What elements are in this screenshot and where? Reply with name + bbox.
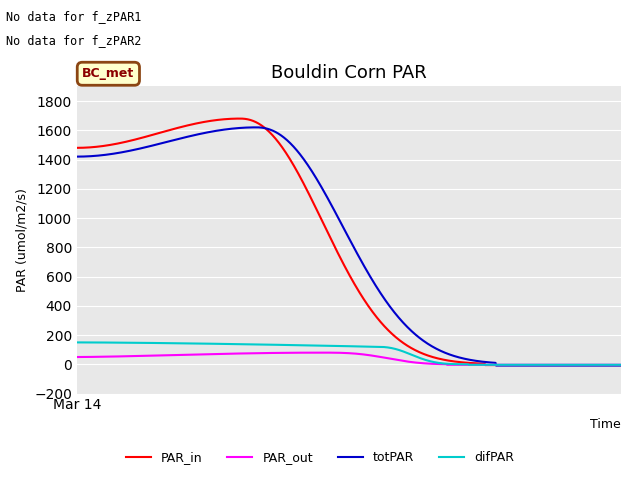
Legend: PAR_in, PAR_out, totPAR, difPAR: PAR_in, PAR_out, totPAR, difPAR [121,446,519,469]
Text: No data for f_zPAR1: No data for f_zPAR1 [6,10,142,23]
Text: No data for f_zPAR2: No data for f_zPAR2 [6,34,142,47]
Text: Time: Time [590,418,621,431]
Text: BC_met: BC_met [82,67,134,80]
Title: Bouldin Corn PAR: Bouldin Corn PAR [271,64,427,82]
Y-axis label: PAR (umol/m2/s): PAR (umol/m2/s) [15,188,29,292]
